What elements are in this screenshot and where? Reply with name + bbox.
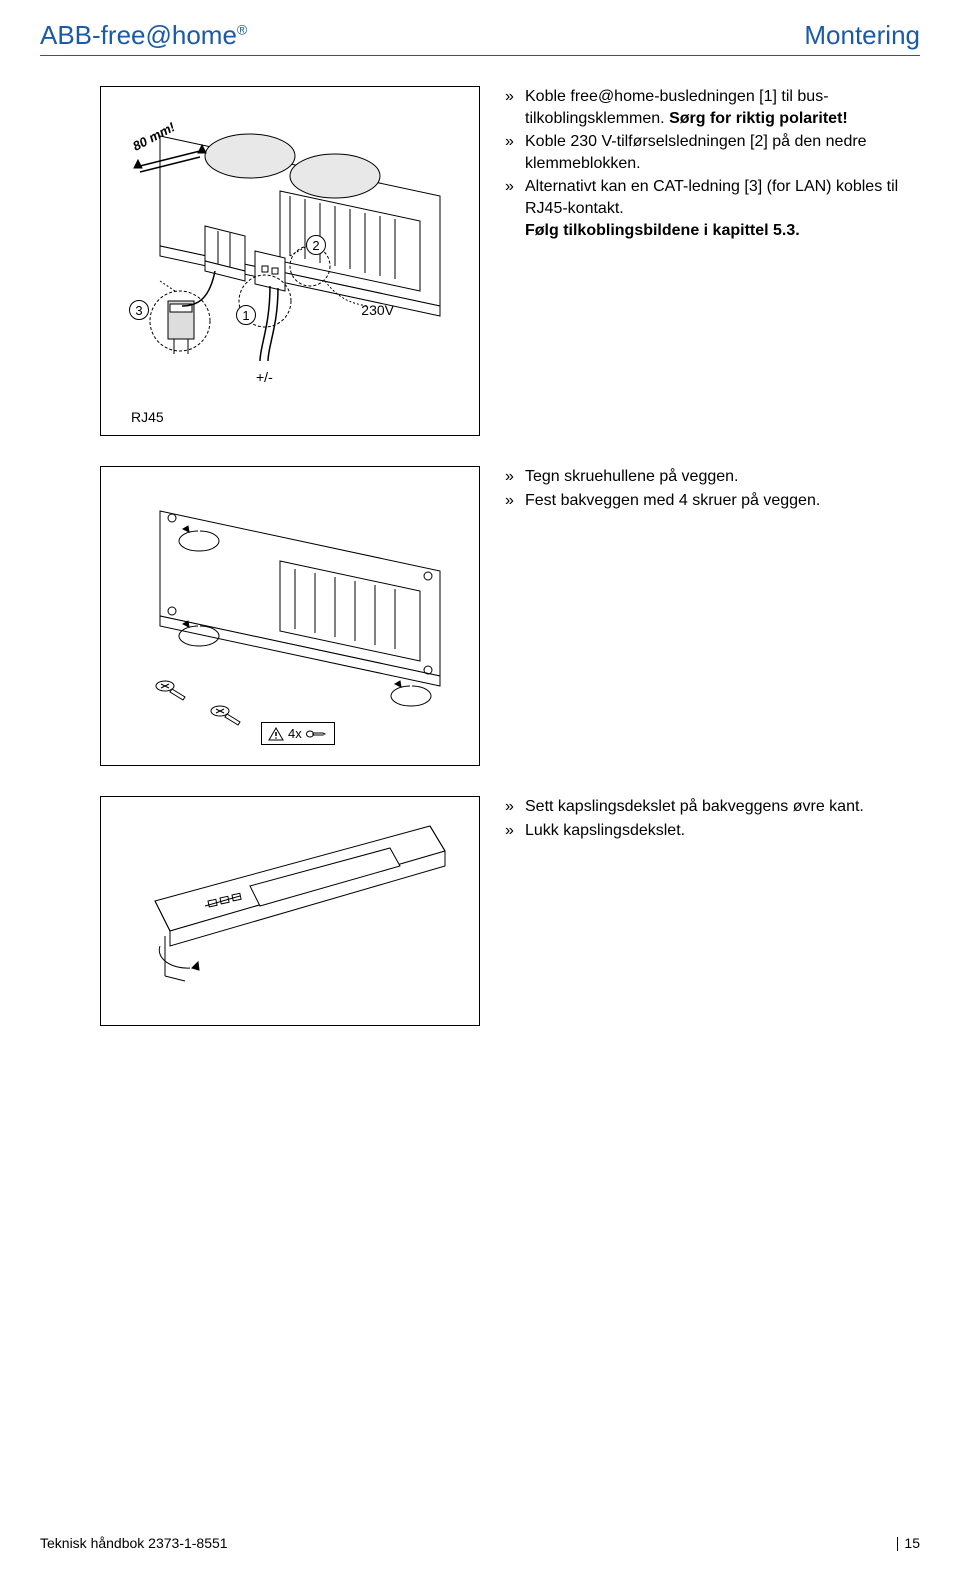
instructions-2: Tegn skruehullene på veggen. Fest bakveg…: [505, 466, 920, 766]
polarity-label: +/-: [256, 369, 273, 385]
brand-text: ABB-free@home: [40, 20, 237, 50]
instructions-3: Sett kapslingsdekslet på bakveggens øvre…: [505, 796, 920, 1026]
page-number: 15: [897, 1535, 920, 1551]
warning-4x-box: 4x: [261, 722, 335, 745]
mounting-diagram-icon: [110, 476, 470, 756]
instruction-bold: Følg tilkoblingsbildene i kapittel 5.3.: [525, 222, 800, 239]
screw-icon: [306, 728, 326, 740]
figure-2: 4x: [100, 466, 480, 766]
content-row-1: 80 mm! 230V +/- RJ45 1 2 3 Koble free@ho…: [40, 86, 920, 436]
figure-1: 80 mm! 230V +/- RJ45 1 2 3: [100, 86, 480, 436]
screw-count: 4x: [288, 726, 302, 741]
instruction-item: Koble 230 V-tilførselsledningen [2] på d…: [505, 131, 920, 174]
page-header: ABB-free@home® Montering: [40, 20, 920, 56]
doc-id: Teknisk håndbok 2373-1-8551: [40, 1535, 228, 1551]
instruction-item: Tegn skruehullene på veggen.: [505, 466, 920, 488]
callout-1: 1: [236, 305, 256, 325]
content-row-3: Sett kapslingsdekslet på bakveggens øvre…: [40, 796, 920, 1026]
instruction-item: Alternativt kan en CAT-ledning [3] (for …: [505, 176, 920, 241]
section-title: Montering: [804, 20, 920, 51]
page-footer: Teknisk håndbok 2373-1-8551 15: [40, 1535, 920, 1551]
brand-title: ABB-free@home®: [40, 20, 247, 51]
instruction-item: Sett kapslingsdekslet på bakveggens øvre…: [505, 796, 920, 818]
figure-3: [100, 796, 480, 1026]
instruction-item: Lukk kapslingsdekslet.: [505, 820, 920, 842]
trademark: ®: [237, 21, 247, 37]
callout-2: 2: [306, 235, 326, 255]
instruction-bold: Sørg for riktig polaritet!: [669, 110, 848, 127]
content-row-2: 4x Tegn skruehullene på veggen. Fest bak…: [40, 466, 920, 766]
instruction-text: Alternativt kan en CAT-ledning [3] (for …: [525, 178, 898, 217]
instruction-item: Fest bakveggen med 4 skruer på veggen.: [505, 490, 920, 512]
callout-3: 3: [129, 300, 149, 320]
voltage-label: 230V: [361, 302, 394, 318]
warning-icon: [268, 727, 284, 741]
wiring-diagram-icon: [110, 96, 470, 426]
rj45-label: RJ45: [131, 409, 164, 425]
cover-diagram-icon: [110, 806, 470, 1016]
instruction-item: Koble free@home-busledningen [1] til bus…: [505, 86, 920, 129]
instructions-1: Koble free@home-busledningen [1] til bus…: [505, 86, 920, 436]
